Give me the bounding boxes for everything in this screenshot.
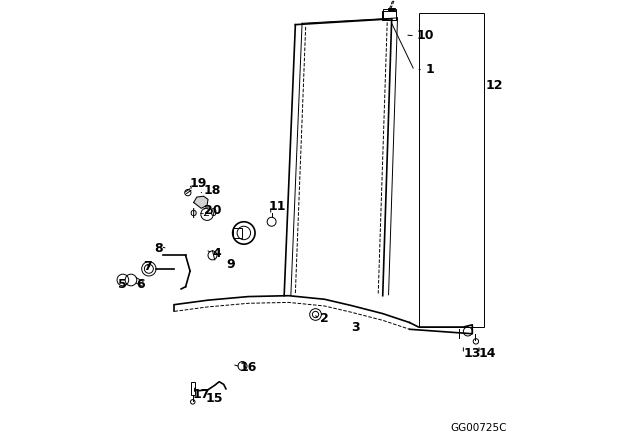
Text: 14: 14 xyxy=(479,347,497,361)
Text: 16: 16 xyxy=(239,361,257,374)
Text: ϕ: ϕ xyxy=(190,208,197,218)
Text: 15: 15 xyxy=(206,392,223,405)
Text: 18: 18 xyxy=(204,184,221,197)
Text: GG00725C: GG00725C xyxy=(451,423,508,433)
Text: 4: 4 xyxy=(212,246,221,260)
Text: 19: 19 xyxy=(189,177,207,190)
Text: -20: -20 xyxy=(200,208,218,218)
Text: 7: 7 xyxy=(143,260,152,273)
Text: 8: 8 xyxy=(154,242,163,255)
Bar xyxy=(383,9,396,20)
Bar xyxy=(233,228,242,238)
Text: 1: 1 xyxy=(425,63,434,76)
Text: 10: 10 xyxy=(417,29,434,43)
Bar xyxy=(419,13,484,327)
Text: 17: 17 xyxy=(192,388,210,401)
Text: 9: 9 xyxy=(226,258,234,271)
Text: 13: 13 xyxy=(463,347,481,361)
Text: 20: 20 xyxy=(204,204,222,217)
Bar xyxy=(382,11,396,20)
Text: 3: 3 xyxy=(351,320,360,334)
Polygon shape xyxy=(194,196,208,208)
Text: 5: 5 xyxy=(118,278,127,291)
Text: 12: 12 xyxy=(486,78,503,92)
Text: 11: 11 xyxy=(269,199,286,213)
Text: 2: 2 xyxy=(320,311,329,325)
Bar xyxy=(191,382,195,395)
Bar xyxy=(388,8,395,10)
Text: 6: 6 xyxy=(136,278,145,291)
